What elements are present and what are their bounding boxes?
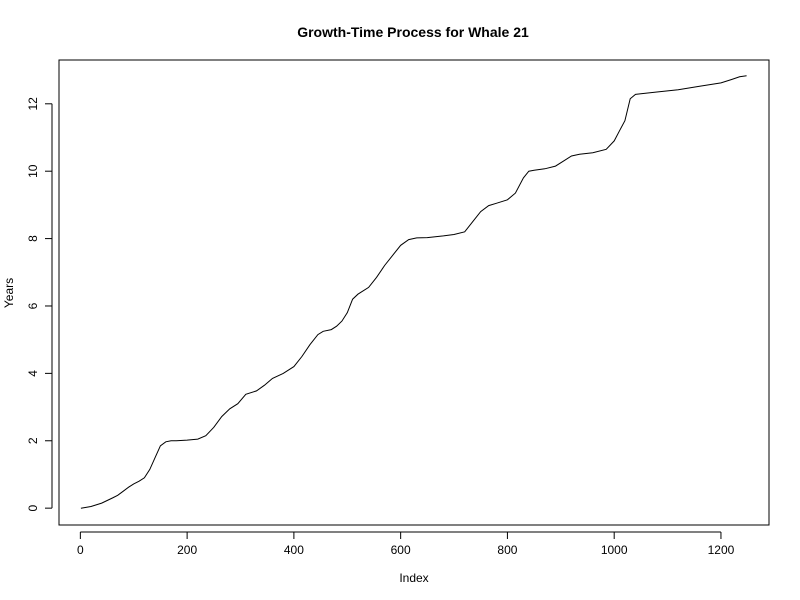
y-tick-label: 6 xyxy=(26,302,40,309)
x-tick-label: 0 xyxy=(77,543,84,557)
series-layer xyxy=(80,75,747,509)
x-axis-label: Index xyxy=(399,571,428,585)
y-tick-label: 12 xyxy=(26,97,40,111)
y-tick-label: 2 xyxy=(26,437,40,444)
x-tick-label: 400 xyxy=(284,543,304,557)
y-axis: 0 2 4 6 8 10 12 xyxy=(26,97,53,511)
x-tick-label: 1200 xyxy=(708,543,735,557)
y-tick-label: 8 xyxy=(26,235,40,242)
y-tick-label: 10 xyxy=(26,164,40,178)
chart-title: Growth-Time Process for Whale 21 xyxy=(297,24,529,40)
y-axis-label: Years xyxy=(2,278,16,308)
series-line xyxy=(80,75,747,509)
y-tick-label: 4 xyxy=(26,370,40,377)
x-tick-label: 1000 xyxy=(601,543,628,557)
y-tick-label: 0 xyxy=(26,504,40,511)
plot-frame xyxy=(58,59,770,526)
x-tick-label: 800 xyxy=(497,543,517,557)
x-tick-label: 200 xyxy=(177,543,197,557)
x-tick-label: 600 xyxy=(391,543,411,557)
x-axis: 0 200 400 600 800 1000 1200 xyxy=(77,531,735,557)
